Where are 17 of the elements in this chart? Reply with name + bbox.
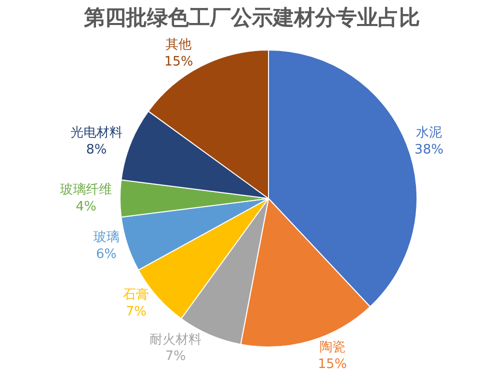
data-label: 4% [76, 199, 96, 214]
slice-label: 其他 [166, 38, 192, 53]
data-label: 7% [126, 304, 146, 320]
data-label: 8% [86, 142, 107, 158]
data-label: 15% [164, 54, 194, 70]
slice-label: 玻璃 [93, 230, 120, 245]
slice-label: 水泥 [416, 126, 442, 141]
data-label: 38% [414, 142, 444, 158]
slice-label: 光电材料 [70, 126, 122, 141]
chart-title: 第四批绿色工厂公示建材分专业占比 [83, 5, 420, 30]
data-label: 15% [318, 356, 347, 372]
slice-label: 石膏 [123, 288, 150, 303]
data-label: 6% [96, 246, 117, 262]
slice-label: 陶瓷 [319, 340, 346, 355]
slice-label: 耐火材料 [150, 332, 202, 348]
slice-label: 玻璃纤维 [60, 182, 112, 198]
data-label: 7% [165, 349, 186, 364]
